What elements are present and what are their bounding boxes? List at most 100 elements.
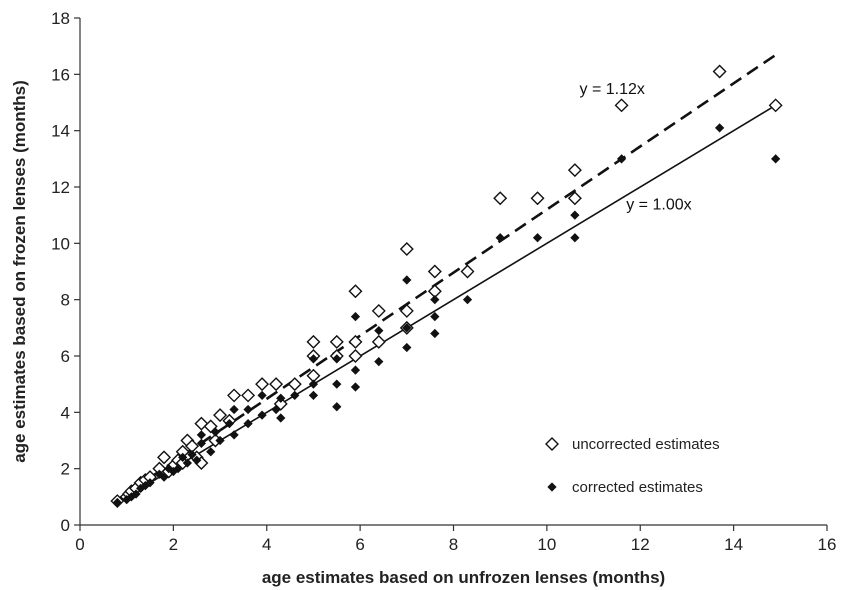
uncorrected-point [371,334,386,349]
y-tick-label: 6 [61,347,70,366]
corrected-point [257,390,267,401]
corrected-point [402,323,412,333]
uncorrected-point [213,408,228,423]
fit-line-solid [116,104,777,504]
x-axis-label: age estimates based on unfrozen lenses (… [262,568,665,587]
uncorrected-point [348,349,363,363]
corrected-point [215,435,225,446]
uncorrected-point [399,303,414,318]
y-tick-label: 14 [51,122,70,141]
x-tick-label: 6 [355,535,364,554]
x-tick-label: 14 [724,535,743,554]
y-tick-label: 18 [51,9,70,28]
corrected-point [374,326,384,336]
corrected-point [145,478,155,488]
uncorrected-point [241,388,256,403]
uncorrected-point [614,98,629,113]
corrected-point [206,447,216,457]
corrected-point [276,413,286,423]
corrected-point [495,233,505,243]
uncorrected-point [427,264,442,279]
corrected-point [196,430,207,440]
corrected-point [532,233,543,243]
uncorrected-point [329,334,344,349]
uncorrected-point [493,191,508,206]
corrected-point [308,354,319,364]
x-tick-label: 10 [537,535,556,554]
corrected-point [224,418,235,429]
corrected-point [332,354,342,364]
uncorrected-point [768,98,783,113]
corrected-point [271,404,281,415]
corrected-point [159,472,169,482]
x-tick-label: 8 [449,535,458,554]
uncorrected-point [348,284,363,299]
x-tick-label: 4 [262,535,271,554]
uncorrected-point [530,191,545,206]
corrected-point [430,311,440,322]
uncorrected-point [287,377,302,392]
corrected-point [182,458,193,468]
uncorrected-point [348,334,363,349]
x-tick-label: 2 [169,535,178,554]
y-tick-label: 8 [61,291,70,310]
corrected-point [178,452,188,463]
corrected-point [374,357,384,367]
y-tick-label: 0 [61,516,70,535]
corrected-point [276,393,286,403]
uncorrected-point [227,388,242,403]
legend-label: uncorrected estimates [572,436,720,453]
uncorrected-point [460,264,475,279]
corrected-point [402,275,412,285]
annotations: y = 1.12x y = 1.00x [580,81,692,213]
corrected-point [229,404,239,415]
corrected-point [771,154,781,164]
uncorrected-point [269,377,284,392]
legend-corrected-marker [547,482,557,492]
uncorrected-point [567,191,582,206]
uncorrected-point [306,334,321,349]
corrected-point [131,489,141,499]
corrected-point [229,430,239,440]
y-tick-label: 4 [61,403,70,422]
corrected-point [308,379,319,389]
corrected-point [462,295,473,305]
y-tick-label: 12 [51,178,70,197]
uncorrected-point [399,241,414,256]
fit-annotation: y = 1.00x [626,197,691,214]
corrected-point [570,233,580,243]
data-points [110,64,783,509]
corrected-point [187,449,197,460]
corrected-point [243,418,253,429]
x-tick-label: 16 [818,535,837,554]
corrected-point [430,328,440,339]
corrected-point [332,402,342,412]
uncorrected-point [567,163,582,178]
y-tick-label: 16 [51,65,70,84]
corrected-point [192,455,202,465]
uncorrected-point [712,64,727,79]
legend: uncorrected estimates corrected estimates [545,436,720,496]
corrected-point [173,464,183,474]
corrected-point [210,427,221,437]
corrected-point [616,154,627,164]
corrected-point [196,438,207,448]
corrected-point [257,410,267,420]
legend-label: corrected estimates [572,479,703,496]
x-tick-label: 12 [631,535,650,554]
uncorrected-point [371,303,386,318]
y-tick-label: 2 [61,460,70,479]
x-tick-label: 0 [75,535,84,554]
axes: 0 2 4 6 8 10 12 14 16 0 2 4 6 8 10 12 14 16 18 [51,9,836,554]
y-axis-label: age estimates based on frozen lenses (mo… [10,80,29,463]
corrected-point [350,311,361,322]
corrected-point [112,497,122,508]
fit-annotation: y = 1.12x [580,81,645,98]
corrected-point [290,390,300,401]
corrected-point [402,342,412,353]
corrected-point [332,379,342,389]
corrected-point [243,404,253,415]
uncorrected-point [255,377,270,392]
